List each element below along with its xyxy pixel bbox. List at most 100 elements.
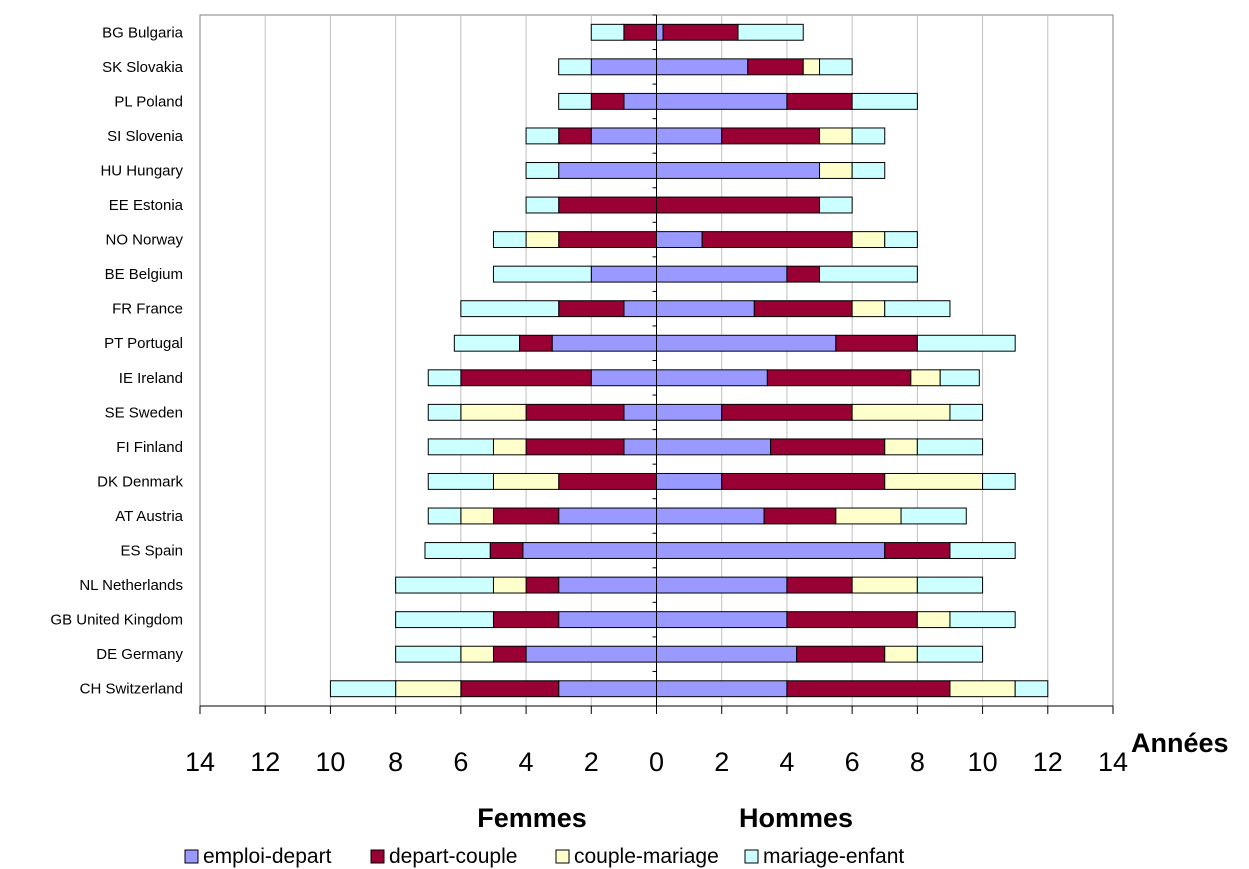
bar-femmes-emploi-depart	[590, 127, 657, 145]
x-tick-label: 14	[1098, 747, 1128, 777]
bar-hommes-depart-couple	[721, 127, 821, 145]
bar-femmes-depart-couple	[558, 231, 658, 249]
x-tick-label: 8	[388, 747, 403, 777]
category-label: NL Netherlands	[79, 577, 183, 594]
bar-hommes-mariage-enfant	[916, 334, 1016, 352]
bar-hommes-depart-couple	[786, 680, 951, 698]
x-tick-label: 12	[1033, 747, 1063, 777]
bar-hommes-emploi-depart	[656, 680, 788, 698]
bar-hommes-emploi-depart	[656, 231, 703, 249]
x-tick-label: 6	[453, 747, 468, 777]
bar-hommes-emploi-depart	[656, 92, 788, 110]
category-label: GB United Kingdom	[50, 612, 183, 629]
legend-swatch	[370, 849, 385, 864]
bar-femmes-couple-mariage	[460, 645, 494, 663]
category-label: PL Poland	[114, 93, 183, 110]
bar-femmes-mariage-enfant	[525, 127, 560, 145]
legend-swatch	[744, 849, 759, 864]
bar-hommes-mariage-enfant	[949, 611, 1016, 629]
bar-hommes-depart-couple	[786, 611, 918, 629]
bar-hommes-depart-couple	[766, 369, 912, 387]
bar-hommes-mariage-enfant	[916, 438, 984, 456]
bar-hommes-couple-mariage	[819, 127, 853, 145]
legend-swatch	[555, 849, 570, 864]
bar-femmes-depart-couple	[525, 403, 625, 421]
bar-femmes-mariage-enfant	[395, 576, 494, 594]
bar-hommes-mariage-enfant	[939, 369, 980, 387]
category-label: BE Belgium	[105, 266, 183, 283]
bar-hommes-mariage-enfant	[819, 58, 853, 76]
bar-hommes-depart-couple	[763, 507, 837, 525]
bar-hommes-couple-mariage	[851, 403, 951, 421]
category-label: SK Slovakia	[102, 59, 184, 76]
bar-hommes-mariage-enfant	[884, 231, 918, 249]
bar-femmes-depart-couple	[558, 196, 658, 214]
bar-femmes-emploi-depart	[590, 265, 657, 283]
bar-femmes-depart-couple	[492, 645, 527, 663]
x-tick-label: 4	[779, 747, 794, 777]
legend-label: depart-couple	[389, 845, 517, 868]
x-tick-label: 10	[968, 747, 998, 777]
bar-hommes-couple-mariage	[884, 438, 918, 456]
bar-femmes-mariage-enfant	[590, 23, 625, 41]
bar-hommes-mariage-enfant	[982, 472, 1016, 490]
category-label: CH Switzerland	[80, 681, 183, 698]
bar-hommes-mariage-enfant	[900, 507, 967, 525]
bar-femmes-mariage-enfant	[424, 542, 491, 559]
bar-hommes-emploi-depart	[656, 162, 821, 179]
bar-hommes-emploi-depart	[656, 542, 886, 559]
bar-femmes-depart-couple	[590, 92, 625, 110]
bar-femmes-mariage-enfant	[492, 265, 592, 283]
bar-femmes-mariage-enfant	[329, 680, 397, 698]
legend: emploi-depart depart-couple couple-mariage…	[184, 845, 904, 868]
category-label: AT Austria	[115, 508, 183, 525]
bar-hommes-couple-mariage	[851, 231, 886, 249]
bar-femmes-couple-mariage	[492, 472, 560, 490]
bar-hommes-depart-couple	[721, 472, 886, 490]
bar-femmes-mariage-enfant	[427, 369, 462, 387]
bar-femmes-depart-couple	[460, 680, 560, 698]
bar-femmes-emploi-depart	[623, 300, 658, 318]
legend-swatch	[184, 849, 199, 864]
bar-femmes-couple-mariage	[492, 576, 527, 594]
bar-femmes-emploi-depart	[558, 680, 658, 698]
bar-hommes-mariage-enfant	[737, 23, 804, 41]
bar-hommes-depart-couple	[786, 576, 853, 594]
bar-hommes-emploi-depart	[656, 334, 837, 352]
bar-hommes-mariage-enfant	[949, 403, 984, 421]
bar-hommes-couple-mariage	[802, 58, 821, 76]
bar-femmes-emploi-depart	[558, 507, 658, 525]
bar-hommes-depart-couple	[662, 23, 739, 41]
bar-femmes-mariage-enfant	[460, 300, 560, 318]
bar-hommes-couple-mariage	[916, 611, 951, 629]
x-tick-label: 2	[714, 747, 729, 777]
bar-hommes-mariage-enfant	[884, 300, 951, 318]
bars	[329, 23, 1049, 698]
x-tick-label: 6	[845, 747, 860, 777]
bar-femmes-mariage-enfant	[453, 334, 521, 352]
bar-hommes-depart-couple	[770, 438, 886, 456]
bar-hommes-depart-couple	[786, 92, 853, 110]
bar-hommes-mariage-enfant	[819, 196, 853, 214]
bar-femmes-mariage-enfant	[525, 196, 560, 214]
tick-labels: 14 12 10 8 6 4 2 0 2 4 6 8 10 12 14	[185, 747, 1128, 777]
bar-femmes-depart-couple	[623, 23, 658, 41]
bar-hommes-emploi-depart	[656, 300, 755, 318]
bar-femmes-mariage-enfant	[558, 92, 592, 110]
legend-label: emploi-depart	[203, 845, 332, 868]
bar-femmes-emploi-depart	[590, 369, 657, 387]
bar-hommes-couple-mariage	[835, 507, 902, 525]
bar-hommes-depart-couple	[701, 231, 853, 249]
category-label: BG Bulgaria	[102, 24, 184, 41]
x-tick-label: 14	[185, 747, 215, 777]
bar-hommes-mariage-enfant	[1014, 680, 1049, 698]
bar-hommes-couple-mariage	[884, 645, 918, 663]
category-label: ES Spain	[120, 543, 183, 560]
bar-femmes-depart-couple	[460, 369, 592, 387]
bar-femmes-emploi-depart	[558, 611, 658, 629]
bar-femmes-depart-couple	[558, 300, 625, 318]
bar-hommes-couple-mariage	[851, 300, 886, 318]
bar-hommes-couple-mariage	[910, 369, 941, 387]
category-label: NO Norway	[105, 232, 183, 249]
bar-hommes-couple-mariage	[949, 680, 1016, 698]
